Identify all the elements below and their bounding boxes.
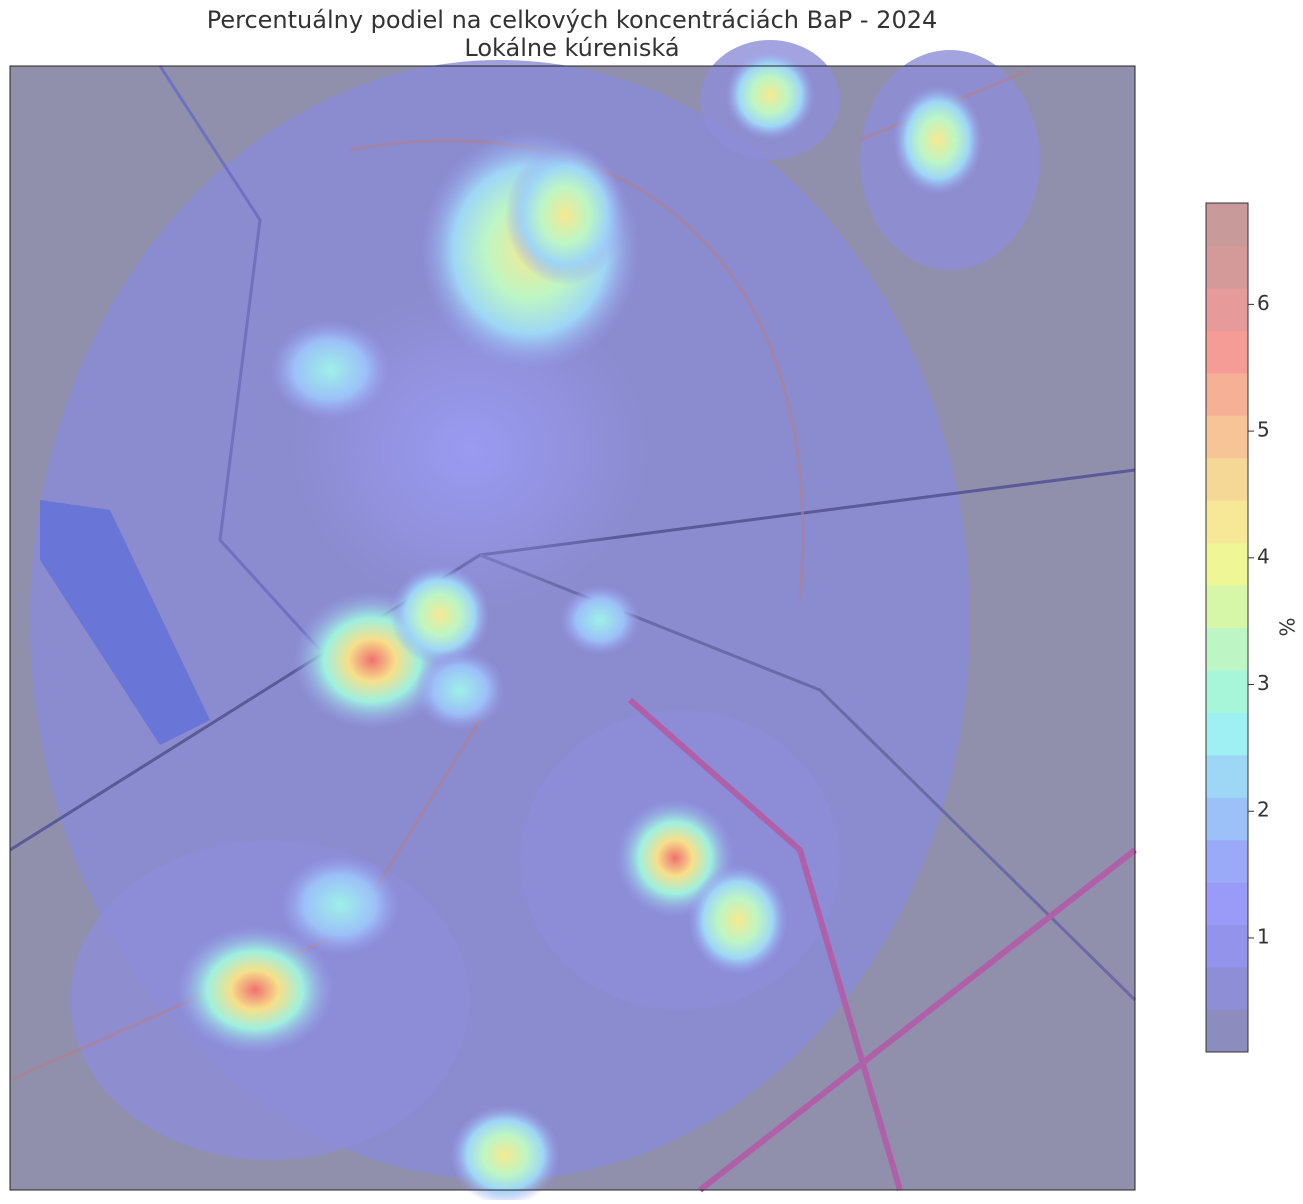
colorbar-band bbox=[1206, 669, 1248, 713]
lake bbox=[40, 500, 210, 745]
colorbar-frame bbox=[1205, 202, 1249, 1053]
colorbar-band bbox=[1206, 712, 1248, 756]
colorbar-band bbox=[1206, 457, 1248, 501]
colorbar-band bbox=[1206, 203, 1248, 246]
map-frame bbox=[9, 65, 1136, 1191]
chart-title: Percentuálny podiel na celkových koncent… bbox=[207, 6, 938, 34]
colorbar-band bbox=[1206, 542, 1248, 586]
colorbar-tick-label: 1 bbox=[1257, 924, 1270, 948]
colorbar-band bbox=[1206, 415, 1248, 459]
hotspots bbox=[175, 50, 983, 1204]
colorbar: 1 2 3 4 5 6 bbox=[1205, 202, 1270, 1053]
colorbar-band bbox=[1206, 330, 1248, 374]
colorbar-tick-label: 6 bbox=[1257, 291, 1270, 315]
colorbar-band bbox=[1206, 882, 1248, 926]
colorbar-band bbox=[1206, 627, 1248, 671]
colorbar-tick-label: 2 bbox=[1257, 798, 1270, 822]
colorbar-tick-label: 4 bbox=[1257, 544, 1270, 568]
colorbar-band bbox=[1206, 967, 1248, 1011]
colorbar-label: % bbox=[1275, 617, 1299, 636]
colorbar-band bbox=[1206, 585, 1248, 628]
colorbar-band bbox=[1206, 924, 1248, 968]
colorbar-band bbox=[1206, 372, 1248, 416]
colorbar-band bbox=[1206, 754, 1248, 798]
colorbar-tick-label: 3 bbox=[1257, 671, 1270, 695]
chart-subtitle: Lokálne kúreniská bbox=[464, 34, 679, 62]
colorbar-band bbox=[1206, 287, 1248, 331]
colorbar-band bbox=[1206, 797, 1248, 841]
colorbar-band bbox=[1206, 245, 1248, 289]
colorbar-band bbox=[1206, 839, 1248, 883]
colorbar-band bbox=[1206, 500, 1248, 544]
colorbar-band bbox=[1206, 1009, 1248, 1053]
map bbox=[9, 40, 1137, 1204]
colorbar-tick-label: 5 bbox=[1257, 418, 1270, 442]
